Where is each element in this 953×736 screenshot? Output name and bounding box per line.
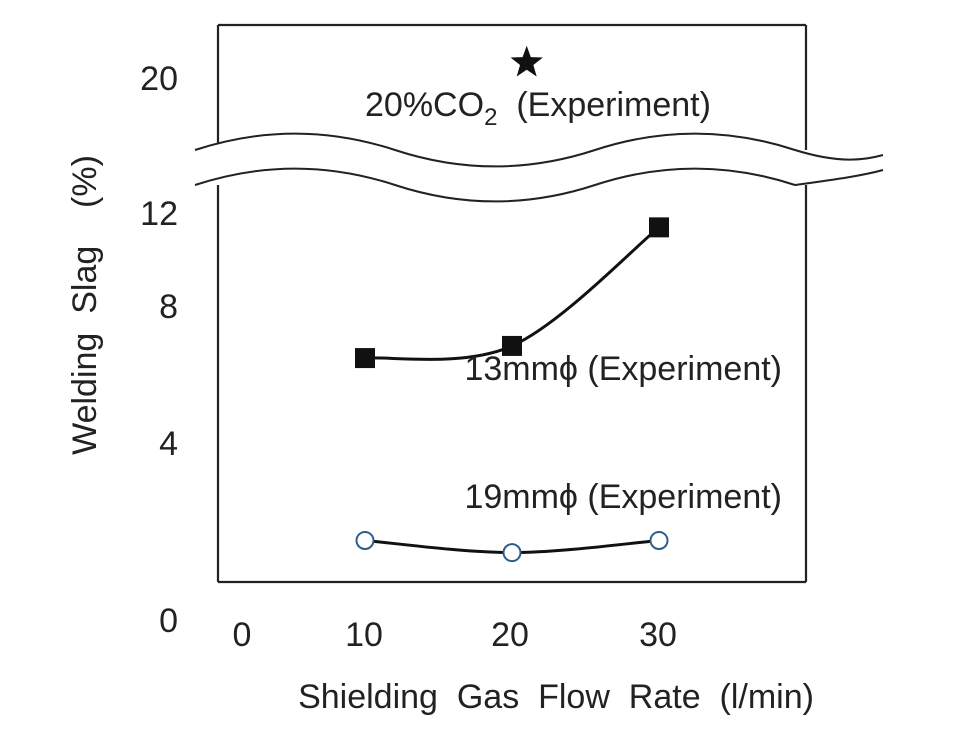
y-tick-label: 20 (140, 60, 178, 98)
data-point-circle (502, 543, 522, 563)
y-tick-label: 12 (140, 195, 178, 233)
y-tick-label: 8 (159, 288, 178, 326)
series-label-19mm: 19mmϕ (Experiment) (464, 478, 782, 516)
axis-break-fill (195, 133, 883, 202)
plot-frame (216, 23, 808, 584)
reference-label-main: 20%CO (365, 86, 484, 124)
reference-star-marker (510, 45, 543, 77)
x-tick-label: 30 (639, 616, 677, 654)
axis-break (194, 132, 884, 203)
reference-label-tail: (Experiment) (497, 86, 711, 124)
y-tick-labels: 20 12 8 4 0 (140, 60, 178, 640)
data-point-square (502, 335, 522, 356)
reference-label-subscript: 2 (484, 104, 497, 131)
axis-break-lower-wave (194, 167, 884, 203)
axis-break-upper-wave (194, 132, 884, 168)
series-layer (355, 217, 669, 563)
x-tick-label: 10 (345, 616, 383, 654)
y-tick-label: 0 (159, 602, 178, 640)
series-label-13mm: 13mmϕ (Experiment) (464, 350, 782, 388)
x-tick-label: 20 (491, 616, 529, 654)
data-point-square (355, 348, 375, 369)
y-axis-title: Welding Slag (%) (66, 155, 104, 455)
data-point-square (649, 217, 669, 238)
y-tick-label: 4 (159, 425, 178, 463)
reference-point-label: 20%CO2 (Experiment) (365, 86, 711, 131)
x-tick-label: 0 (233, 616, 252, 654)
data-point-circle (355, 530, 375, 550)
x-tick-labels: 0 10 20 30 (233, 616, 677, 654)
data-point-circle (649, 530, 669, 550)
x-axis-title: Shielding Gas Flow Rate (l/min) (298, 678, 814, 716)
